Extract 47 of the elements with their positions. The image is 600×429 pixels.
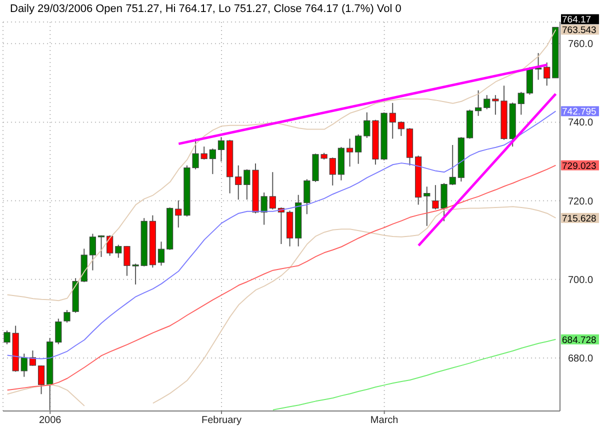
candlestick: [64, 310, 70, 324]
y-tick-label: 700.0: [568, 274, 594, 286]
x-tick-label: March: [370, 415, 398, 426]
candlestick: [209, 148, 216, 175]
candlestick: [475, 90, 482, 116]
data-label: 729.023: [562, 160, 596, 172]
candlestick: [218, 136, 225, 162]
candlestick: [329, 157, 336, 186]
y-tick-label: 760.0: [568, 39, 594, 50]
data-label: 763.543: [562, 25, 596, 36]
candlestick: [200, 146, 208, 160]
line-series: [272, 338, 556, 410]
candlestick: [20, 353, 28, 378]
candlestick: [355, 134, 362, 164]
candlestick: [98, 234, 105, 258]
chart-title: Daily 29/03/2006 Open 751.27, Hi 764.17, Lo 751.27, Close 764.17 (1.7%) Vol 0: [10, 3, 402, 15]
candlestick: [269, 172, 276, 210]
candlestick: [544, 62, 550, 86]
data-label: 715.628: [562, 213, 596, 224]
candlestick: [260, 192, 268, 226]
candlestick: [364, 112, 370, 138]
candlestick: [346, 138, 354, 168]
x-tick-label: February: [202, 415, 242, 426]
data-label: 742.795: [562, 106, 596, 118]
candlestick: [106, 234, 114, 256]
candlestick: [518, 91, 524, 116]
y-tick-label: 740.0: [568, 118, 594, 129]
text: 764.17: [562, 14, 592, 26]
line-series: [6, 164, 556, 391]
x-tick-label: 2006: [39, 415, 62, 426]
candlestick: [398, 120, 404, 136]
candlestick: [449, 144, 456, 186]
candlestick: [55, 318, 62, 345]
y-tick-label: 720.0: [568, 196, 594, 208]
candlestick: [38, 364, 45, 395]
candlestick: [158, 241, 165, 266]
candlestick: [304, 178, 310, 215]
line-series: [6, 29, 556, 302]
candlestick: [89, 233, 96, 271]
candlestick: [484, 94, 490, 110]
candlestick: [424, 186, 430, 226]
data-label: 684.728: [562, 334, 596, 346]
candlestick: [175, 200, 182, 228]
candlestick: [389, 102, 396, 140]
candlestick: [115, 244, 122, 258]
y-tick-label: 680.0: [568, 354, 594, 365]
candlestick: [235, 164, 242, 200]
